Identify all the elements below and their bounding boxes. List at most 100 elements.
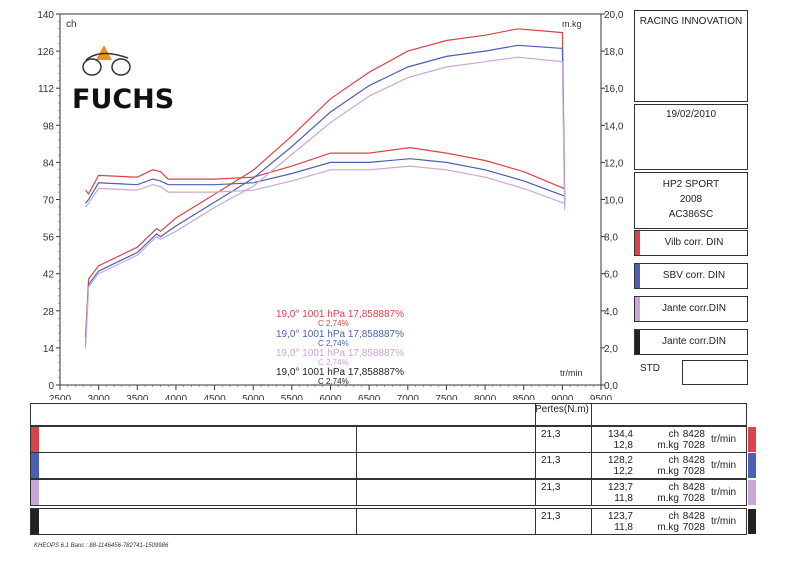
x-tick-label: 3500	[126, 394, 149, 400]
correction-annotation: 19,0° 1001 hPa 17,858887%	[276, 329, 404, 340]
power-unit: ch	[668, 511, 679, 522]
peak-torque-rpm: 7028	[682, 522, 705, 533]
x-tick-label: 8500	[513, 394, 536, 400]
peak-torque-rpm: 7028	[682, 466, 705, 477]
table-row: 21,3 128,2 12,2 ch m.kg 8428 7028 tr/min	[30, 452, 756, 479]
bike-model: HP2 SPORT	[662, 179, 720, 190]
y-left-tick-label: 14	[43, 344, 55, 355]
chart-curves	[84, 28, 566, 348]
row-color-swatch	[748, 480, 756, 505]
peak-power-value: 128,2	[607, 455, 633, 466]
y-right-tick-label: 14,0	[604, 121, 624, 132]
pertes-header: Pertes(N.m)	[535, 404, 589, 415]
column-divider	[591, 404, 592, 425]
legend-label: Jante corr.DIN	[662, 303, 726, 314]
peak-power-value: 123,7	[607, 482, 633, 493]
correction-annotation: 19,0° 1001 hPa 17,858887%	[276, 309, 404, 320]
bike-box: HP2 SPORT 2008 AC386SC	[634, 172, 748, 229]
power-unit: ch	[668, 455, 679, 466]
logo-text: FUCHS	[72, 84, 174, 115]
peak-power-rpm: 8428	[682, 429, 705, 440]
y-left-tick-label: 112	[38, 84, 54, 95]
y-left-tick-label: 126	[37, 47, 54, 58]
peak-power-rpm: 8428	[682, 511, 705, 522]
legend-item: Jante corr.DIN	[634, 329, 748, 355]
rpm-unit: tr/min	[711, 487, 736, 498]
row-color-swatch	[31, 480, 39, 505]
column-divider	[356, 427, 357, 452]
pertes-value: 21,3	[541, 482, 561, 493]
column-divider	[535, 427, 536, 452]
table-row: 21,3 123,7 11,8 ch m.kg 8428 7028 tr/min	[30, 508, 756, 535]
column-divider	[535, 404, 536, 425]
left-axis-unit: ch	[66, 19, 77, 30]
torque-curve-2	[85, 165, 565, 208]
table-row: 21,3 134,4 12,8 ch m.kg 8428 7028 tr/min	[30, 426, 756, 453]
x-tick-label: 7500	[435, 394, 458, 400]
y-left-tick-label: 0	[48, 381, 54, 392]
column-divider	[535, 509, 536, 534]
peak-torque-value: 12,2	[613, 466, 633, 477]
legend-label: Vilb corr. DIN	[664, 237, 724, 248]
date-box: 19/02/2010	[634, 104, 748, 170]
power-unit: ch	[668, 482, 679, 493]
column-divider	[356, 480, 357, 505]
power-curve-1	[84, 44, 566, 346]
y-left-tick-label: 56	[43, 233, 55, 244]
company-name: RACING INNOVATION	[639, 16, 743, 27]
peak-power-value: 123,7	[607, 511, 633, 522]
x-tick-label: 6000	[319, 394, 342, 400]
peak-power-rpm: 8428	[682, 455, 705, 466]
peak-torque-value: 12,8	[613, 440, 633, 451]
table-row: 21,3 123,7 11,8 ch m.kg 8428 7028 tr/min	[30, 479, 756, 506]
x-tick-label: 9500	[590, 394, 613, 400]
y-left-tick-label: 42	[43, 270, 55, 281]
x-tick-label: 9000	[551, 394, 574, 400]
fuchs-logo: FUCHS	[72, 45, 174, 115]
test-date: 19/02/2010	[665, 109, 717, 120]
power-unit: ch	[668, 429, 679, 440]
power-curve-2	[84, 56, 566, 348]
row-color-swatch	[748, 427, 756, 452]
rpm-unit: tr/min	[711, 460, 736, 471]
peak-torque-rpm: 7028	[682, 440, 705, 451]
y-right-tick-label: 10,0	[604, 196, 624, 207]
peak-power-value: 134,4	[607, 429, 633, 440]
x-tick-label: 4500	[203, 394, 226, 400]
y-right-tick-label: 18,0	[604, 47, 624, 58]
y-left-tick-label: 84	[43, 158, 55, 169]
x-tick-label: 6500	[358, 394, 381, 400]
x-tick-label: 5500	[281, 394, 304, 400]
column-divider	[591, 427, 592, 452]
column-divider	[591, 509, 592, 534]
column-divider	[535, 480, 536, 505]
y-right-tick-label: 16,0	[604, 84, 624, 95]
dyno-chart: 2500 3000 3500 4000 4500 5000 5500 6000 6500 7000…	[37, 10, 624, 400]
column-divider	[591, 480, 592, 505]
legend-label: SBV corr. DIN	[662, 270, 726, 281]
rpm-unit: tr/min	[711, 516, 736, 527]
x-axis-unit: tr/min	[560, 368, 583, 378]
torque-unit: m.kg	[657, 493, 679, 504]
pertes-value: 21,3	[541, 455, 561, 466]
std-label: STD	[640, 363, 660, 374]
correction-annotation-sub: C 2,74%	[318, 339, 349, 348]
legend-swatch	[635, 264, 640, 288]
row-color-swatch	[748, 509, 756, 534]
y-right-tick-label: 12,0	[604, 158, 624, 169]
bike-year: 2008	[679, 194, 703, 205]
logo-wheel-icon	[82, 58, 102, 76]
column-divider	[591, 453, 592, 478]
row-color-swatch	[31, 509, 39, 534]
chart-annotations: 19,0° 1001 hPa 17,858887%C 2,74%19,0° 10…	[276, 309, 404, 386]
y-right-tick-label: 8,0	[604, 233, 618, 244]
y-right-tick-label: 4,0	[604, 307, 618, 318]
column-divider	[356, 509, 357, 534]
table-header	[30, 403, 747, 426]
power-curve-0	[84, 28, 566, 338]
correction-annotation: 19,0° 1001 hPa 17,858887%	[276, 348, 404, 359]
axis-ticks: 2500 3000 3500 4000 4500 5000 5500 6000 6500 7000…	[37, 10, 624, 400]
column-divider	[356, 453, 357, 478]
legend-swatch	[635, 231, 640, 255]
y-right-tick-label: 2,0	[604, 344, 618, 355]
